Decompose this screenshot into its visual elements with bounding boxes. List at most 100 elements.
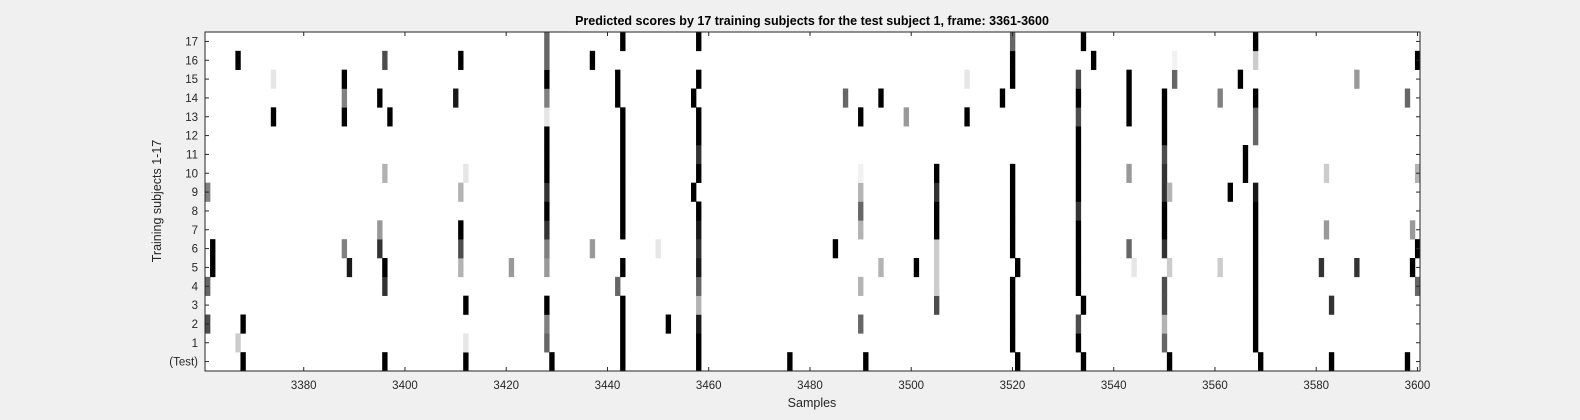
heatmap-cell: [1354, 69, 1360, 89]
y-tick-label: 3: [192, 300, 198, 312]
heatmap-cell: [913, 258, 920, 278]
heatmap-cell: [1404, 88, 1411, 108]
heatmap-cell: [691, 88, 697, 108]
y-tick-label: 13: [185, 112, 198, 124]
heatmap-cell: [696, 333, 702, 353]
heatmap-cell: [934, 239, 940, 259]
heatmap-cell: [1171, 69, 1178, 89]
heatmap-cell: [1009, 50, 1016, 70]
y-tick-label: 5: [192, 262, 198, 274]
heatmap-cell: [463, 163, 469, 183]
heatmap-cell: [620, 220, 626, 240]
heatmap-cell: [842, 88, 849, 108]
heatmap-cell: [544, 32, 550, 52]
y-tick-label: (Test): [169, 357, 198, 369]
heatmap-cell: [964, 69, 970, 89]
heatmap-cell: [1075, 276, 1082, 296]
y-tick-label: 1: [192, 338, 198, 350]
heatmap-cell: [544, 69, 550, 89]
heatmap-cell: [1227, 182, 1233, 202]
heatmap-cell: [620, 314, 626, 334]
x-axis-label: Samples: [788, 396, 837, 410]
heatmap-cell: [1409, 220, 1416, 240]
heatmap-cell: [1328, 295, 1335, 315]
heatmap-cell: [458, 220, 464, 240]
heatmap-cell: [346, 258, 353, 278]
heatmap-cell: [544, 107, 550, 127]
x-tick-label: 3400: [392, 380, 418, 392]
heatmap-cell: [589, 239, 596, 259]
heatmap-cell: [1015, 258, 1021, 278]
heatmap-cell: [1126, 239, 1132, 259]
heatmap-cell: [377, 88, 383, 108]
heatmap-cell: [240, 352, 246, 372]
x-tick-label: 3520: [1000, 380, 1026, 392]
heatmap-cell: [858, 276, 864, 296]
heatmap-cell: [1009, 276, 1016, 296]
heatmap-cell: [620, 32, 626, 52]
heatmap-cell: [934, 182, 940, 202]
heatmap-cell: [696, 352, 702, 372]
heatmap-cell: [341, 107, 348, 127]
heatmap-cell: [696, 201, 702, 221]
heatmap-cell: [620, 201, 626, 221]
heatmap-cell: [463, 352, 469, 372]
heatmap-cell: [1171, 50, 1178, 70]
x-axis-ticks: 3380 3400 3420 3440 3460 3480 3500 3520 3540 3560…: [291, 32, 1430, 392]
heatmap-cell: [1217, 88, 1223, 108]
heatmap-cell: [382, 163, 388, 183]
heatmap-cell: [1252, 276, 1259, 296]
heatmap-cell: [858, 182, 864, 202]
y-tick-label: 12: [185, 131, 198, 143]
heatmap-cell: [1161, 333, 1168, 353]
heatmap-cell: [1075, 201, 1082, 221]
heatmap-cell: [1237, 69, 1244, 89]
heatmap-cell: [544, 182, 550, 202]
heatmap-cell: [696, 239, 702, 259]
heatmap-cell: [615, 88, 621, 108]
heatmap-cell: [382, 258, 388, 278]
heatmap-cell: [1009, 201, 1016, 221]
heatmap-cell: [1161, 276, 1168, 296]
heatmap-cell: [270, 69, 277, 89]
heatmap-cell: [1161, 163, 1168, 183]
heatmap-cell: [1075, 258, 1082, 278]
heatmap-cell: [620, 145, 626, 165]
heatmap-cell: [620, 258, 626, 278]
heatmap-cell: [665, 314, 672, 334]
heatmap-cell: [544, 145, 550, 165]
heatmap-cell: [1126, 88, 1132, 108]
heatmap-cell: [549, 352, 555, 372]
heatmap-cell: [1217, 258, 1223, 278]
heatmap-cell: [1075, 69, 1082, 89]
heatmap-cell: [382, 352, 388, 372]
heatmap-cell: [1009, 32, 1016, 52]
heatmap-cell: [1161, 182, 1168, 202]
heatmap-cell: [1161, 145, 1168, 165]
heatmap-cell: [903, 107, 909, 127]
heatmap-cell: [1009, 314, 1016, 334]
heatmap-cell: [1126, 163, 1132, 183]
heatmap-cell: [1166, 182, 1173, 202]
heatmap-cell: [934, 220, 940, 240]
heatmap-cell: [696, 69, 702, 89]
heatmap-cell: [787, 352, 793, 372]
heatmap-cell: [341, 88, 348, 108]
heatmap-cell: [934, 295, 940, 315]
heatmap-cell: [270, 107, 277, 127]
heatmap-cell: [544, 50, 550, 70]
heatmap-cell: [1161, 314, 1168, 334]
heatmap-cell: [240, 314, 246, 334]
heatmap-cell: [620, 352, 626, 372]
heatmap-cell: [964, 107, 970, 127]
heatmap-cell: [1252, 239, 1259, 259]
heatmap-cell: [620, 182, 626, 202]
heatmap-cell: [544, 333, 550, 353]
heatmap-cell: [544, 314, 550, 334]
heatmap-cell: [858, 314, 864, 334]
heatmap-cell: [1409, 258, 1416, 278]
heatmap-cell: [832, 239, 839, 259]
heatmap-cell: [1075, 126, 1082, 146]
heatmap-cell: [341, 239, 348, 259]
heatmap-cell: [620, 295, 626, 315]
